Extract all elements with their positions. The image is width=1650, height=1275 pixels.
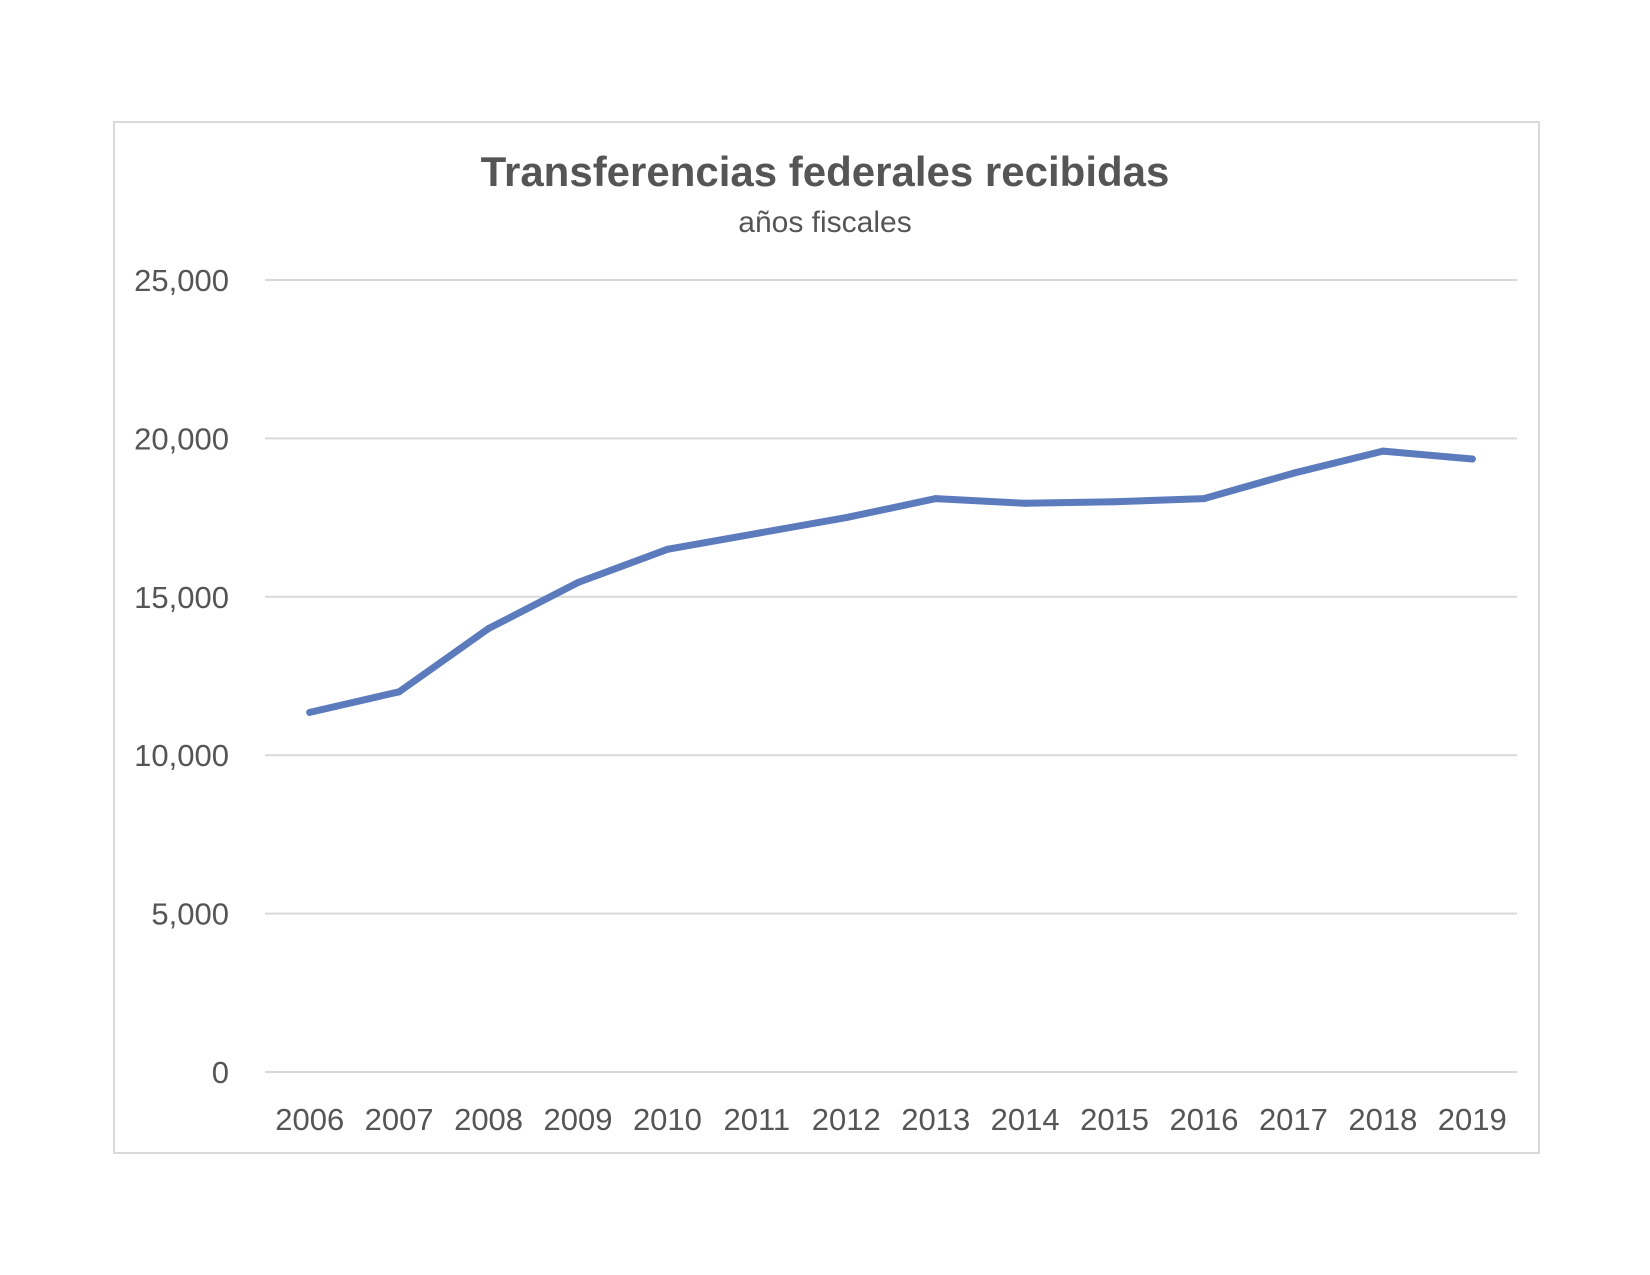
data-point <box>842 514 850 522</box>
data-point <box>306 708 314 716</box>
x-tick-label: 2012 <box>812 1102 881 1137</box>
x-tick-label: 2011 <box>724 1102 791 1137</box>
data-point <box>1468 455 1476 463</box>
chart-frame: Transferencias federales recibidas años … <box>113 121 1540 1154</box>
data-point <box>663 545 671 553</box>
x-tick-label: 2015 <box>1080 1102 1149 1137</box>
gridlines <box>265 279 1517 1073</box>
y-tick-label: 5,000 <box>151 897 229 932</box>
x-tick-label: 2019 <box>1438 1102 1507 1137</box>
x-tick-label: 2009 <box>544 1102 613 1137</box>
y-tick-label: 20,000 <box>134 421 229 456</box>
data-point <box>1200 495 1208 503</box>
x-axis-ticks: 2006 2007 2008 2009 2010 2011 2012 2013 2014 2015… <box>275 1102 1507 1137</box>
y-tick-label: 0 <box>212 1055 229 1090</box>
data-point <box>753 529 761 537</box>
series-layer <box>306 447 1476 716</box>
data-point <box>485 624 493 632</box>
x-tick-label: 2017 <box>1259 1102 1328 1137</box>
series-line <box>306 447 1476 716</box>
data-point <box>395 688 403 696</box>
x-tick-label: 2006 <box>275 1102 344 1137</box>
x-tick-label: 2007 <box>365 1102 434 1137</box>
y-axis-ticks: 0 5,000 10,000 15,000 20,000 25,000 <box>134 263 229 1090</box>
data-point <box>932 495 940 503</box>
y-tick-label: 10,000 <box>134 738 229 773</box>
data-point <box>1021 499 1029 507</box>
chart-subtitle: años fiscales <box>738 206 911 239</box>
x-tick-label: 2013 <box>901 1102 970 1137</box>
x-tick-label: 2018 <box>1348 1102 1417 1137</box>
data-point <box>1111 498 1119 506</box>
x-tick-label: 2016 <box>1170 1102 1239 1137</box>
data-point <box>574 579 582 587</box>
x-tick-label: 2008 <box>454 1102 523 1137</box>
chart-title: Transferencias federales recibidas <box>481 148 1170 195</box>
y-tick-label: 25,000 <box>134 263 229 298</box>
y-tick-label: 15,000 <box>134 580 229 615</box>
x-tick-label: 2014 <box>991 1102 1060 1137</box>
x-tick-label: 2010 <box>633 1102 702 1137</box>
data-point <box>1379 447 1387 455</box>
data-point <box>1289 469 1297 477</box>
